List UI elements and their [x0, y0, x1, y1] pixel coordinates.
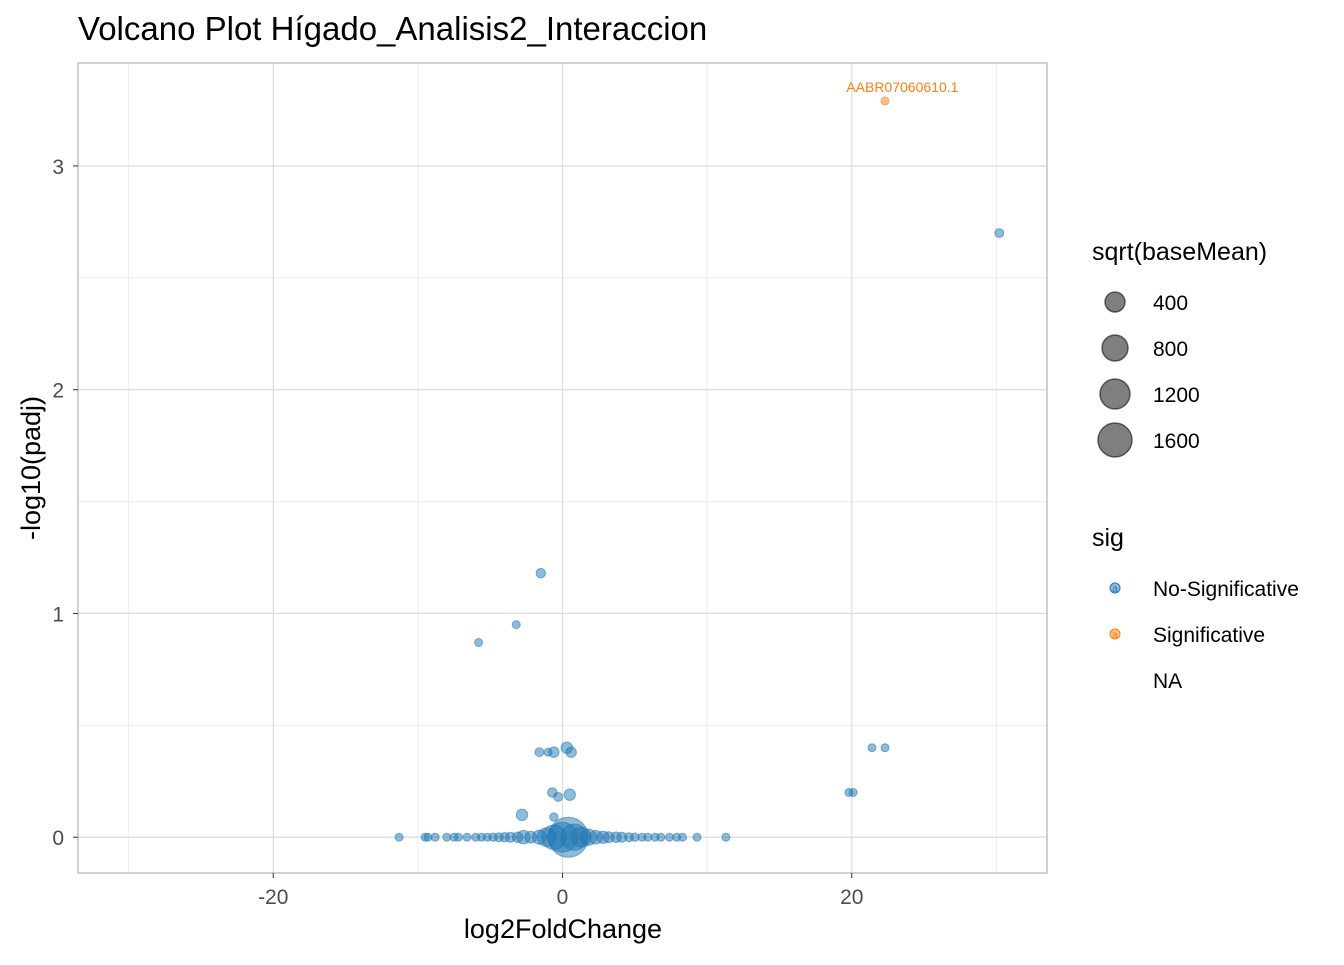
chart-title: Volcano Plot Hígado_Analisis2_Interaccio… — [78, 10, 707, 47]
data-point — [880, 743, 890, 753]
data-point — [543, 747, 553, 757]
data-point — [511, 620, 521, 630]
data-point — [534, 747, 545, 758]
size-legend-label: 1600 — [1153, 430, 1200, 453]
size-legend-title: sqrt(baseMean) — [1092, 238, 1267, 266]
data-point — [553, 791, 564, 802]
size-legend-label: 800 — [1153, 338, 1188, 361]
x-axis-label: log2FoldChange — [464, 914, 662, 944]
color-legend-label: NA — [1153, 670, 1182, 693]
data-point — [848, 787, 858, 797]
data-points — [394, 96, 1005, 858]
color-legend-entries: a No-Significative a Significative NA — [1109, 578, 1299, 693]
data-point — [565, 746, 577, 758]
annotations: AABR07060610.1 — [846, 79, 958, 95]
data-point — [394, 832, 404, 842]
data-point — [453, 832, 463, 842]
data-point — [563, 788, 576, 801]
color-legend-key — [1109, 582, 1121, 594]
size-legend-key — [1097, 422, 1133, 458]
point-label: AABR07060610.1 — [846, 79, 958, 95]
size-legend-key — [1101, 334, 1129, 362]
data-point — [678, 832, 688, 842]
color-legend-glyph: a — [1112, 630, 1118, 641]
data-point — [482, 832, 492, 842]
data-point — [524, 830, 538, 844]
data-point — [994, 228, 1005, 239]
y-tick-label: 0 — [52, 827, 64, 850]
y-axis-label: -log10(padj) — [16, 396, 46, 540]
x-axis-ticks: -20 0 20 — [258, 873, 863, 909]
y-tick-label: 1 — [52, 603, 64, 626]
color-legend-label: Significative — [1153, 624, 1265, 647]
y-tick-label: 3 — [52, 156, 64, 179]
size-legend-entries: 400 800 1200 1600 — [1097, 291, 1200, 458]
data-point — [880, 96, 890, 106]
data-point — [867, 743, 877, 753]
x-tick-label: 20 — [840, 886, 863, 909]
data-point — [462, 832, 472, 842]
x-tick-label: -20 — [258, 886, 288, 909]
y-tick-label: 2 — [52, 380, 64, 403]
size-legend-label: 400 — [1153, 292, 1188, 315]
data-point — [535, 567, 547, 579]
data-point — [474, 638, 484, 648]
color-legend-glyph: a — [1112, 584, 1118, 595]
data-point — [430, 832, 440, 842]
data-point — [721, 832, 731, 842]
y-axis-ticks: 0 1 2 3 — [52, 156, 78, 850]
data-point — [515, 808, 529, 822]
size-legend-key — [1104, 291, 1126, 313]
color-legend-key — [1109, 628, 1121, 640]
legend: sqrt(baseMean) 400 800 1200 1600 sig a No-Si… — [1092, 238, 1299, 693]
data-point — [692, 832, 702, 842]
color-legend-label: No-Significative — [1153, 578, 1299, 601]
x-tick-label: 0 — [557, 886, 569, 909]
data-point — [656, 832, 666, 842]
data-point — [549, 812, 559, 822]
color-legend-title: sig — [1092, 524, 1124, 552]
size-legend-label: 1200 — [1153, 384, 1200, 407]
size-legend-key — [1099, 378, 1131, 410]
